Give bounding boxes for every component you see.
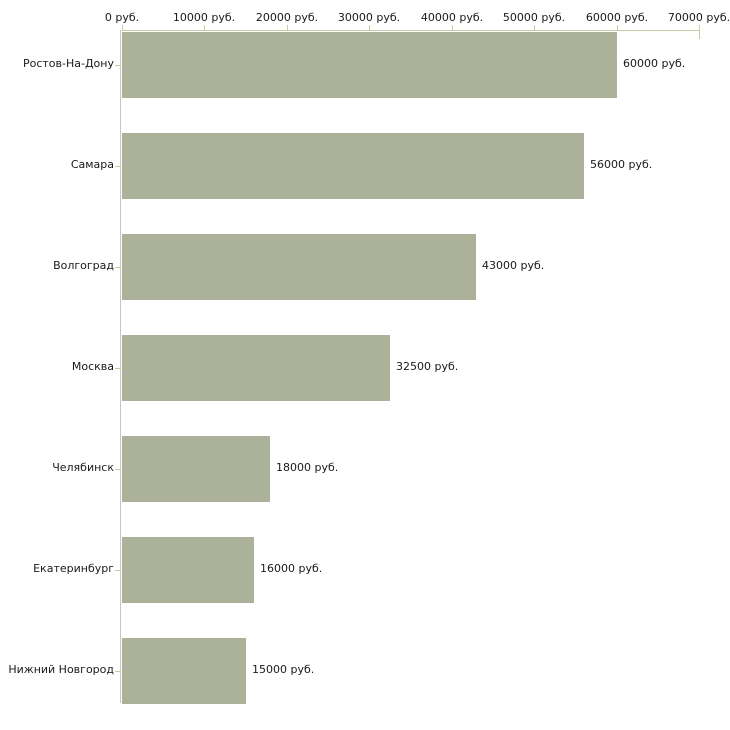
x-tick-label: 50000 руб. xyxy=(502,11,566,24)
category-tick-mark xyxy=(115,469,121,470)
x-tick-mark xyxy=(452,25,453,31)
category-label: Челябинск xyxy=(52,461,114,474)
bar xyxy=(122,133,584,199)
x-tick-label: 20000 руб. xyxy=(255,11,319,24)
x-tick-mark xyxy=(204,25,205,31)
category-label: Ростов-На-Дону xyxy=(22,57,114,70)
bar xyxy=(122,234,476,300)
category-label: Волгоград xyxy=(53,259,114,272)
bar xyxy=(122,436,270,502)
bar xyxy=(122,335,390,401)
x-axis-line xyxy=(122,30,700,31)
x-tick-label: 30000 руб. xyxy=(337,11,401,24)
x-tick-mark xyxy=(617,25,618,31)
x-tick-label: 60000 руб. xyxy=(585,11,649,24)
bar-value-label: 43000 руб. xyxy=(482,259,545,272)
bar-value-label: 32500 руб. xyxy=(396,360,459,373)
bar xyxy=(122,32,617,98)
category-tick-mark xyxy=(115,166,121,167)
category-label: Москва xyxy=(71,360,114,373)
x-tick-mark xyxy=(534,25,535,31)
bar-value-label: 16000 руб. xyxy=(260,562,323,575)
bar xyxy=(122,638,246,704)
x-tick-mark xyxy=(287,25,288,31)
category-label: Нижний Новгород xyxy=(8,663,114,676)
category-label: Самара xyxy=(70,158,114,171)
category-label: Екатеринбург xyxy=(33,562,114,575)
bar-value-label: 56000 руб. xyxy=(590,158,653,171)
x-tick-label: 40000 руб. xyxy=(420,11,484,24)
y-axis-line xyxy=(120,30,121,703)
category-tick-mark xyxy=(115,671,121,672)
bar xyxy=(122,537,254,603)
bar-value-label: 15000 руб. xyxy=(252,663,315,676)
bar-value-label: 60000 руб. xyxy=(623,57,686,70)
x-tick-label: 70000 руб. xyxy=(667,11,730,24)
category-tick-mark xyxy=(115,570,121,571)
category-tick-mark xyxy=(115,368,121,369)
x-tick-label: 0 руб. xyxy=(104,11,140,24)
category-tick-mark xyxy=(115,267,121,268)
category-tick-mark xyxy=(115,65,121,66)
x-tick-label: 10000 руб. xyxy=(172,11,236,24)
x-tick-mark xyxy=(699,25,700,39)
bar-value-label: 18000 руб. xyxy=(276,461,339,474)
x-tick-mark xyxy=(122,25,123,31)
x-tick-mark xyxy=(369,25,370,31)
